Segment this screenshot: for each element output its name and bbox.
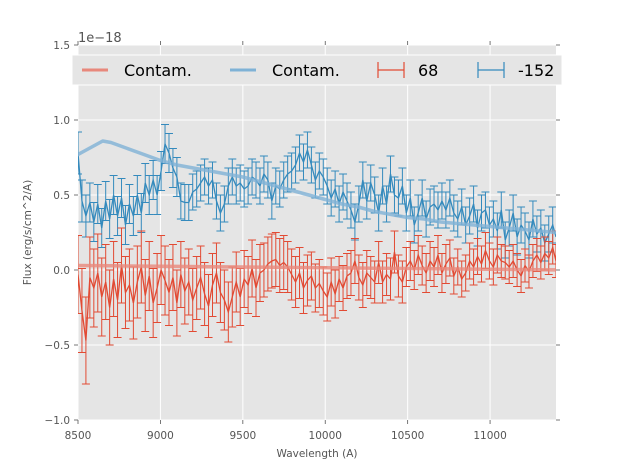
y-tick-label: 1.0 bbox=[53, 115, 70, 127]
legend-item: -152 bbox=[477, 61, 554, 80]
y-axis-label: Flux (erg/s/cm^2/A) bbox=[22, 180, 34, 285]
x-axis-label: Wavelength (A) bbox=[276, 448, 357, 460]
axis-ticks: 8500 9000 9500 10000 10500 11000 −1.0 −0.5 0.0 0.… bbox=[45, 40, 560, 442]
x-tick-label: 9500 bbox=[229, 430, 256, 442]
y-tick-label: −1.0 bbox=[45, 415, 71, 427]
grid-lines bbox=[77, 44, 556, 421]
legend-item: Contam. bbox=[230, 61, 340, 80]
x-tick-label: 8500 bbox=[65, 430, 92, 442]
series-red-68 bbox=[78, 227, 556, 385]
y-offset-label: 1e−18 bbox=[78, 31, 122, 46]
contam-line bbox=[78, 263, 556, 272]
legend-label: 68 bbox=[418, 61, 438, 80]
legend-label: Contam. bbox=[124, 61, 192, 80]
y-tick-label: −0.5 bbox=[45, 340, 71, 352]
x-tick-label: 10500 bbox=[391, 430, 424, 442]
y-tick-label: 0.0 bbox=[53, 265, 70, 277]
plot-area bbox=[78, 124, 556, 385]
x-tick-label: 10000 bbox=[309, 430, 342, 442]
legend-label: -152 bbox=[518, 61, 554, 80]
x-tick-label: 9000 bbox=[147, 430, 174, 442]
y-tick-label: 1.5 bbox=[53, 40, 70, 52]
plot-layer bbox=[78, 124, 556, 385]
y-tick-label: 0.5 bbox=[53, 190, 70, 202]
x-tick-label: 11000 bbox=[473, 430, 506, 442]
legend: Contam. Contam. 68 -152 bbox=[71, 54, 563, 86]
data-line bbox=[78, 245, 556, 341]
legend-item: 68 bbox=[377, 61, 438, 80]
contam-line bbox=[78, 139, 556, 235]
legend-label: Contam. bbox=[272, 61, 340, 80]
axes-background bbox=[78, 45, 556, 420]
legend-item: Contam. bbox=[82, 61, 192, 80]
